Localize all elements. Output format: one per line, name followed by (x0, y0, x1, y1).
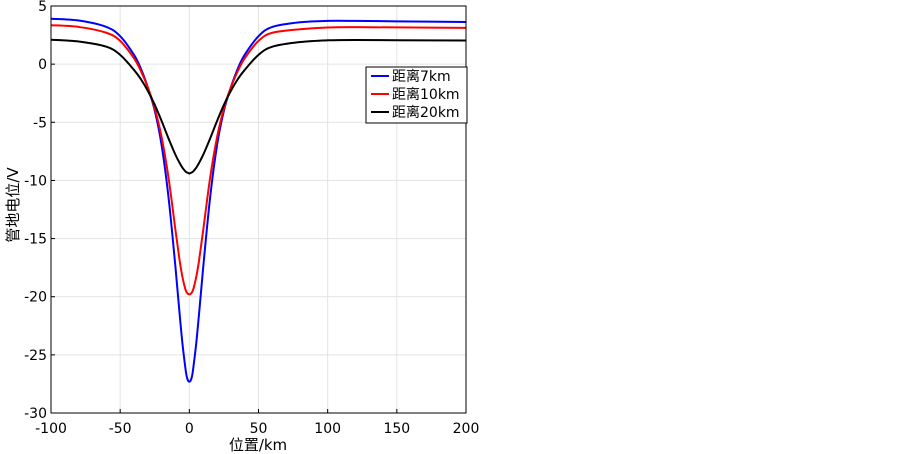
y-tick-label: -20 (24, 290, 47, 306)
y-tick-label: -15 (24, 232, 47, 248)
x-tick-label: 0 (185, 421, 194, 437)
x-axis: -100 -50 0 50 100 150 200 (35, 409, 479, 437)
y-tick-label: -25 (24, 348, 47, 364)
legend: 距离7km 距离10km 距离20km (365, 66, 468, 124)
legend-label-0: 距离7km (392, 68, 451, 85)
x-tick-label: 50 (250, 421, 268, 437)
x-tick-label: -50 (109, 421, 132, 437)
series-layer (50, 17, 467, 383)
y-tick-label: -30 (24, 406, 47, 422)
y-tick-label: 5 (38, 0, 47, 15)
x-tick-label: -100 (35, 421, 67, 437)
x-axis-label: 位置/km (229, 436, 287, 454)
y-tick-label: -5 (33, 115, 47, 131)
legend-label-2: 距离20km (392, 104, 460, 121)
y-axis-label: 管地电位/V (4, 167, 22, 243)
y-tick-label: 0 (38, 57, 47, 73)
series-line-2 (50, 38, 467, 175)
x-tick-label: 200 (453, 421, 480, 437)
x-tick-label: 100 (314, 421, 341, 437)
x-tick-label: 150 (383, 421, 410, 437)
y-tick-label: -10 (24, 173, 47, 189)
series-line-1 (50, 24, 467, 296)
legend-label-1: 距离10km (392, 86, 460, 103)
y-axis: 5 0 -5 -10 -15 -20 -25 -30 (24, 0, 55, 422)
